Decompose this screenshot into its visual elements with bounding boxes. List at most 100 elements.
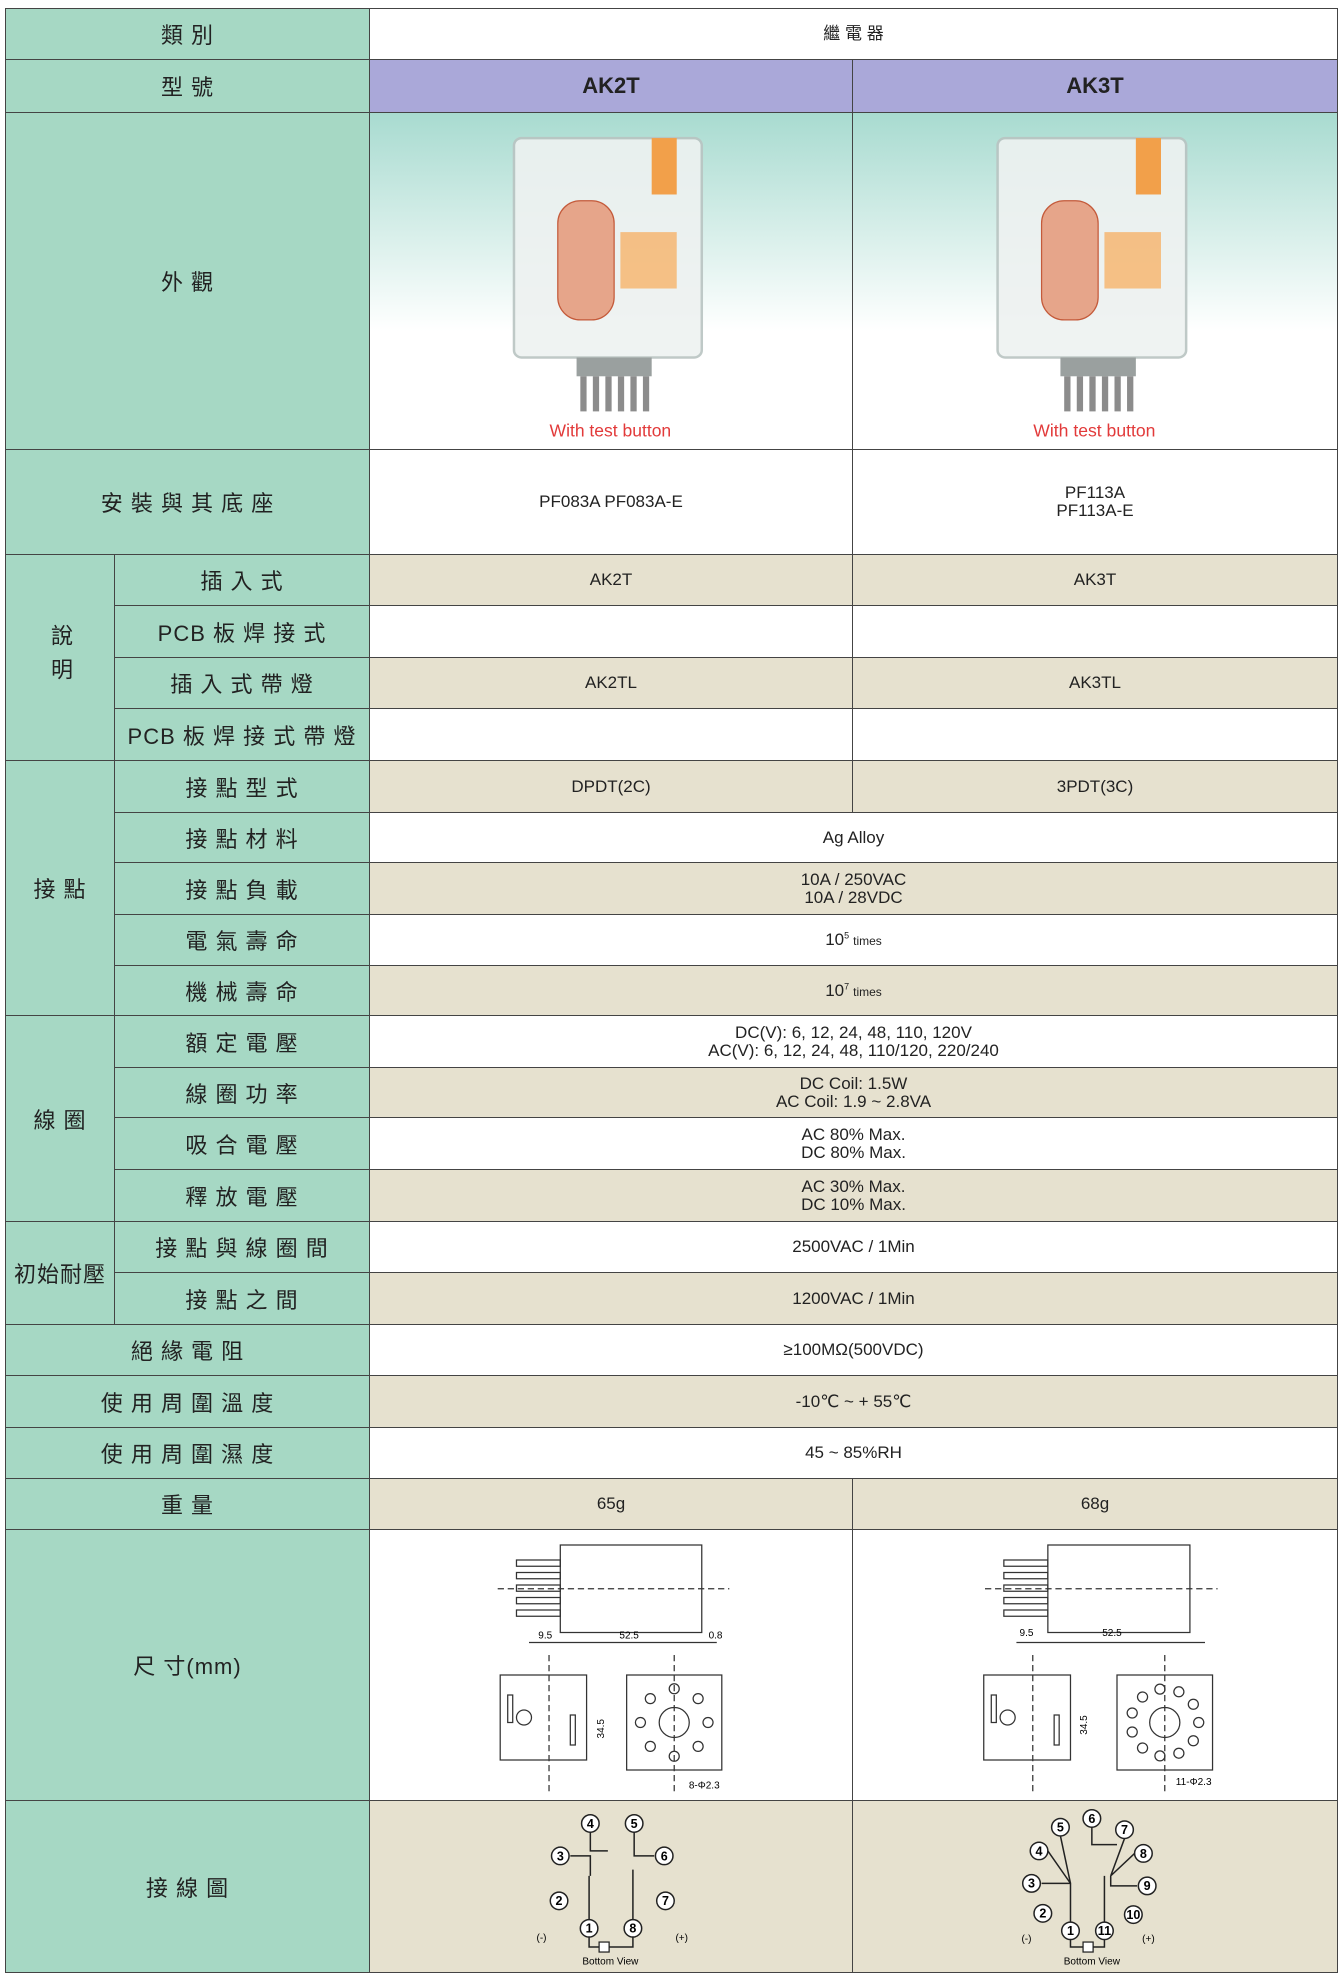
value-cell: AK3T bbox=[852, 59, 1338, 113]
relay-pin bbox=[630, 376, 637, 412]
cell-text: ≥100MΩ(500VDC) bbox=[783, 1340, 924, 1360]
value-cell: 1200VAC / 1Min bbox=[369, 1272, 1338, 1325]
wiring-cell: 1 2 3 4 5 6 7 8 9 10 11 (-) (+) Bottom View bbox=[852, 1800, 1338, 1973]
pin-number: 10 bbox=[1126, 1908, 1140, 1922]
relay-pin bbox=[580, 376, 587, 412]
value-cell: AK2T bbox=[369, 554, 853, 606]
power-unit: times bbox=[853, 984, 882, 999]
bottom-view-left bbox=[983, 1674, 1072, 1761]
value-cell: 107 times bbox=[369, 965, 1338, 1016]
label-cell: 機 械 壽 命 bbox=[114, 965, 370, 1016]
relay-pin bbox=[1064, 376, 1071, 412]
label-cell: 接 點 材 料 bbox=[114, 812, 370, 863]
row-label: PCB 板 焊 接 式 bbox=[157, 620, 327, 646]
dimension-label: 9.5 bbox=[538, 1631, 552, 1642]
cell-text: PF113A PF113A-E bbox=[1056, 483, 1134, 520]
pin-circle bbox=[623, 1918, 643, 1938]
socket-pin bbox=[1187, 1735, 1199, 1747]
value-cell: AK3TL bbox=[852, 657, 1338, 709]
row-label: 使 用 周 圍 濕 度 bbox=[100, 1442, 275, 1467]
value-cell: AK2TL bbox=[369, 657, 853, 709]
cell-text: 2500VAC / 1Min bbox=[792, 1237, 915, 1257]
power-unit: times bbox=[853, 934, 882, 949]
socket-pin bbox=[1154, 1750, 1166, 1762]
socket-pin bbox=[702, 1716, 714, 1729]
cell-text: AK3T bbox=[1066, 73, 1124, 99]
row-label: 接 點 型 式 bbox=[185, 775, 299, 801]
relay-button bbox=[1135, 138, 1161, 195]
pin-number: 6 bbox=[1088, 1812, 1095, 1826]
label-cell: 接 點 負 載 bbox=[114, 862, 370, 915]
socket-pin bbox=[1126, 1707, 1138, 1719]
wiring-lines bbox=[570, 1832, 655, 1948]
label-cell: 安 裝 與 其 底 座 bbox=[5, 449, 370, 555]
row-label: 絕 緣 電 阻 bbox=[130, 1339, 245, 1364]
dimension-label: 52.5 bbox=[619, 1631, 639, 1642]
label-cell: 插 入 式 bbox=[114, 554, 370, 606]
label-cell: 線 圈 功 率 bbox=[114, 1067, 370, 1118]
cell-text: AK2T bbox=[589, 570, 633, 590]
power-base: 10 bbox=[825, 980, 845, 1000]
cell-text: DPDT(2C) bbox=[571, 776, 651, 796]
pin-circle bbox=[1114, 1820, 1135, 1840]
image-caption: With test button bbox=[1033, 420, 1155, 440]
value-cell: AC 80% Max. DC 80% Max. bbox=[369, 1117, 1338, 1170]
view-label: Bottom View bbox=[582, 1957, 639, 1968]
value-cell bbox=[852, 605, 1338, 658]
group-label-cell: 接 點 bbox=[5, 760, 115, 1016]
socket-pin bbox=[1187, 1698, 1199, 1710]
row-label: 電 氣 壽 命 bbox=[185, 929, 299, 954]
socket-pin bbox=[644, 1693, 656, 1705]
cell-text: 10A / 250VAC 10A / 28VDC bbox=[800, 869, 907, 907]
appearance-image: With test button bbox=[996, 136, 1188, 440]
pin-number: 3 bbox=[557, 1849, 564, 1863]
label-cell: 絕 緣 電 阻 bbox=[5, 1324, 370, 1376]
dimension-cell: 9.5 52.5 34.5 11-Φ2.3 bbox=[852, 1529, 1338, 1801]
socket-pin bbox=[1154, 1683, 1166, 1695]
cell-text: AK3TL bbox=[1069, 673, 1121, 693]
row-label: 接 線 圖 bbox=[145, 1875, 230, 1901]
appearance-image: With test button bbox=[512, 136, 704, 440]
plus-label: (+) bbox=[675, 1933, 688, 1944]
side-view-pin bbox=[515, 1609, 561, 1617]
dimension-label: 34.5 bbox=[596, 1719, 607, 1739]
pin-number: 3 bbox=[1028, 1877, 1035, 1891]
label-cell: 尺 寸(mm) bbox=[5, 1529, 370, 1801]
row-label: 插 入 式 bbox=[200, 569, 284, 594]
row-label: 接 點 與 線 圈 間 bbox=[155, 1236, 329, 1261]
relay-coil bbox=[1040, 200, 1099, 321]
label-cell: 吸 合 電 壓 bbox=[114, 1117, 370, 1170]
value-cell bbox=[369, 605, 853, 658]
minus-label: (-) bbox=[1021, 1934, 1031, 1945]
bottom-view-left bbox=[499, 1674, 588, 1761]
view-label: Bottom View bbox=[1064, 1957, 1121, 1968]
cell-text: 107 times bbox=[825, 980, 882, 1000]
label-cell: 接 點 型 式 bbox=[114, 760, 370, 813]
socket-pin bbox=[644, 1740, 656, 1752]
relay-pin bbox=[605, 376, 612, 412]
wiring-diagram: 1 2 3 4 5 6 7 8 (-) (+) Bottom View bbox=[537, 1813, 688, 1968]
value-cell: 105 times bbox=[369, 914, 1338, 966]
group-label: 線 圈 bbox=[33, 1107, 87, 1133]
pin-circle bbox=[1082, 1808, 1102, 1828]
pin-circle bbox=[579, 1918, 599, 1938]
pin-circle bbox=[654, 1846, 674, 1866]
row-label: 線 圈 功 率 bbox=[185, 1081, 299, 1107]
dimension-drawing: 9.5 52.5 34.5 11-Φ2.3 bbox=[983, 1544, 1218, 1795]
value-cell: PF083A PF083A-E bbox=[369, 449, 853, 555]
group-label-cell: 說明 bbox=[5, 554, 115, 761]
appearance-cell: With test button bbox=[369, 112, 853, 450]
value-cell: -10℃ ~ + 55℃ bbox=[369, 1375, 1338, 1428]
row-label: 接 點 之 間 bbox=[185, 1287, 299, 1313]
relay-base bbox=[1060, 357, 1136, 377]
cell-text: -10℃ ~ + 55℃ bbox=[795, 1391, 912, 1411]
pin-number: 11 bbox=[1098, 1924, 1111, 1938]
minus-label: (-) bbox=[537, 1933, 547, 1944]
pin-circle bbox=[1060, 1921, 1081, 1941]
pin-circle bbox=[1021, 1873, 1042, 1893]
socket-pin bbox=[668, 1683, 680, 1695]
label-cell: 使 用 周 圍 溫 度 bbox=[5, 1375, 370, 1428]
pin-circle bbox=[1137, 1876, 1157, 1896]
cell-text: AC 80% Max. DC 80% Max. bbox=[801, 1124, 906, 1162]
